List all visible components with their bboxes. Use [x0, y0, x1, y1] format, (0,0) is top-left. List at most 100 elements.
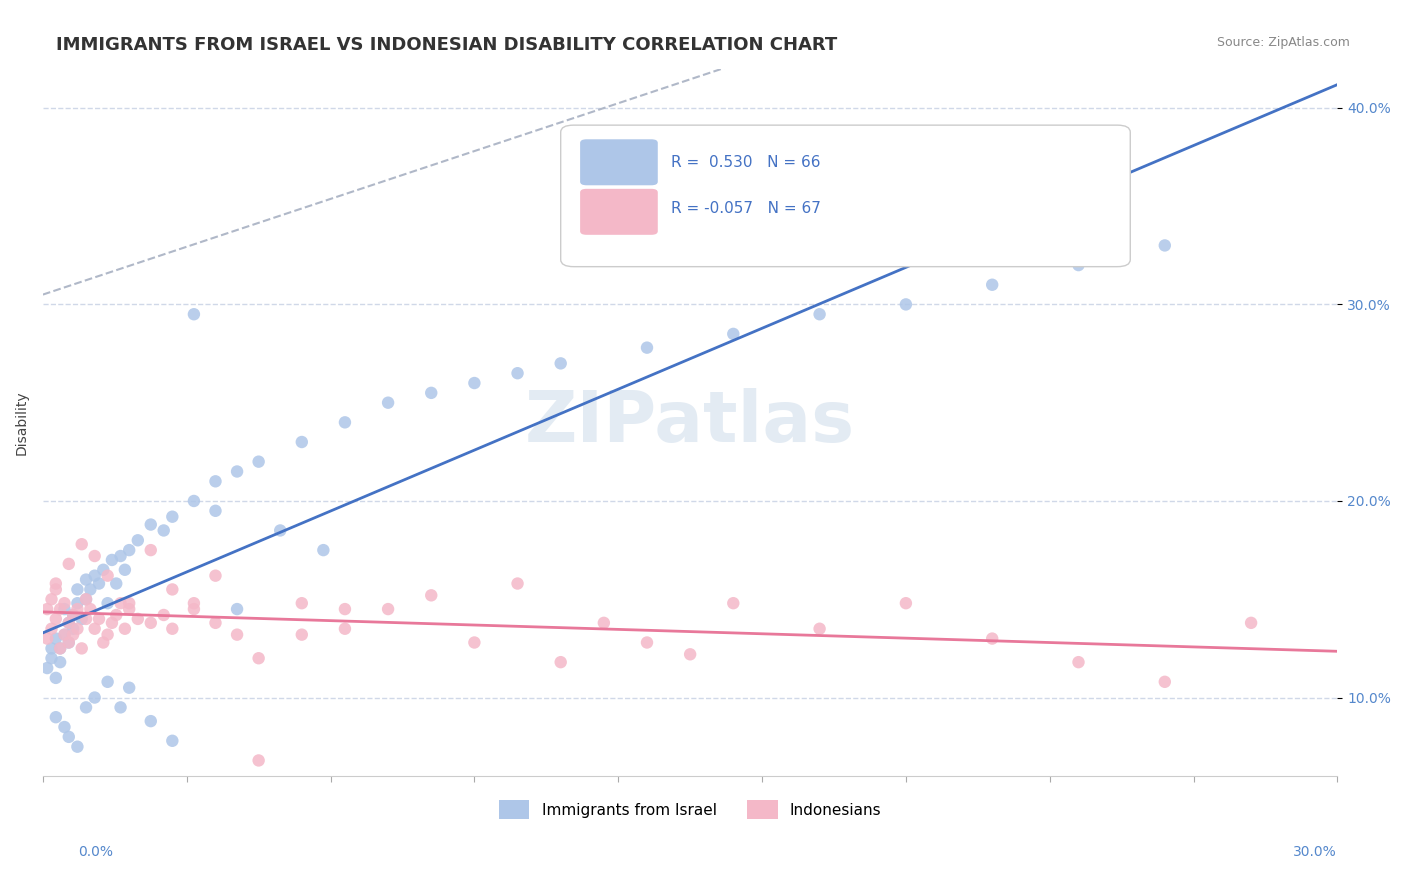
Point	[97, 627, 120, 641]
Point	[45, 632, 67, 646]
Text: R = -0.057   N = 67: R = -0.057 N = 67	[671, 201, 821, 216]
Point	[45, 582, 67, 597]
Point	[550, 356, 572, 370]
Point	[894, 596, 917, 610]
Point	[62, 607, 84, 622]
Point	[45, 612, 67, 626]
Point	[226, 627, 249, 641]
Point	[894, 297, 917, 311]
Point	[247, 651, 270, 665]
Point	[45, 671, 67, 685]
Point	[420, 385, 443, 400]
Point	[91, 635, 114, 649]
Point	[592, 615, 614, 630]
Point	[162, 622, 184, 636]
Point	[66, 602, 89, 616]
Point	[139, 714, 162, 728]
Point	[1153, 674, 1175, 689]
Point	[66, 582, 89, 597]
Point	[58, 730, 80, 744]
Point	[420, 588, 443, 602]
Point	[506, 366, 529, 380]
Point	[118, 602, 141, 616]
Point	[247, 754, 270, 768]
Point	[204, 568, 226, 582]
Point	[204, 615, 226, 630]
Point	[723, 326, 745, 341]
Point	[53, 627, 76, 641]
Point	[41, 641, 63, 656]
Point	[110, 700, 132, 714]
Point	[53, 627, 76, 641]
Point	[66, 739, 89, 754]
Point	[101, 615, 124, 630]
Text: ZIPatlas: ZIPatlas	[524, 388, 855, 457]
FancyBboxPatch shape	[581, 189, 658, 235]
Point	[312, 543, 335, 558]
Point	[75, 592, 97, 607]
Point	[114, 622, 136, 636]
Point	[291, 627, 314, 641]
Point	[226, 602, 249, 616]
Point	[114, 563, 136, 577]
Point	[49, 641, 72, 656]
FancyBboxPatch shape	[581, 139, 658, 186]
Point	[139, 543, 162, 558]
Point	[127, 612, 149, 626]
Point	[97, 568, 120, 582]
Point	[636, 341, 658, 355]
Point	[70, 537, 93, 551]
Point	[75, 612, 97, 626]
Point	[58, 635, 80, 649]
Point	[808, 307, 831, 321]
Point	[679, 648, 702, 662]
Text: Source: ZipAtlas.com: Source: ZipAtlas.com	[1216, 36, 1350, 49]
Point	[247, 455, 270, 469]
Point	[83, 568, 105, 582]
Point	[53, 602, 76, 616]
Point	[1067, 258, 1090, 272]
Point	[139, 615, 162, 630]
Point	[41, 651, 63, 665]
Point	[333, 415, 356, 429]
Point	[70, 612, 93, 626]
Point	[45, 710, 67, 724]
Point	[75, 573, 97, 587]
Point	[152, 607, 174, 622]
Point	[97, 674, 120, 689]
Point	[58, 635, 80, 649]
Point	[808, 622, 831, 636]
Point	[377, 395, 399, 409]
Point	[204, 504, 226, 518]
Legend: Immigrants from Israel, Indonesians: Immigrants from Israel, Indonesians	[492, 794, 887, 825]
Point	[83, 690, 105, 705]
Point	[105, 576, 128, 591]
Point	[291, 596, 314, 610]
Point	[463, 376, 485, 390]
Point	[66, 622, 89, 636]
Point	[97, 596, 120, 610]
Point	[53, 596, 76, 610]
Point	[981, 632, 1004, 646]
Point	[49, 641, 72, 656]
Point	[37, 602, 59, 616]
Point	[58, 557, 80, 571]
Point	[105, 607, 128, 622]
Point	[162, 582, 184, 597]
Point	[183, 307, 205, 321]
Point	[118, 596, 141, 610]
Point	[87, 576, 110, 591]
Point	[183, 494, 205, 508]
Point	[333, 622, 356, 636]
Point	[41, 622, 63, 636]
Point	[62, 607, 84, 622]
Point	[83, 622, 105, 636]
Point	[62, 627, 84, 641]
Y-axis label: Disability: Disability	[15, 390, 30, 455]
Point	[1153, 238, 1175, 252]
Point	[291, 435, 314, 450]
Text: IMMIGRANTS FROM ISRAEL VS INDONESIAN DISABILITY CORRELATION CHART: IMMIGRANTS FROM ISRAEL VS INDONESIAN DIS…	[56, 36, 838, 54]
Point	[53, 720, 76, 734]
Point	[66, 596, 89, 610]
Point	[1240, 615, 1263, 630]
